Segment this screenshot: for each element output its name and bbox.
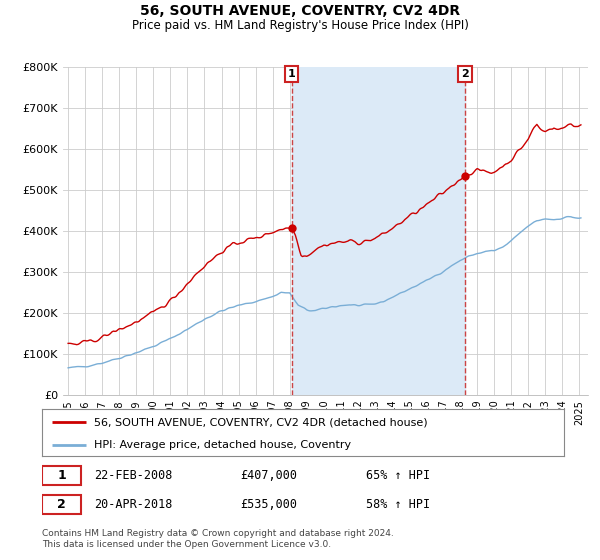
- Bar: [292, 67, 465, 395]
- Text: 2: 2: [461, 69, 469, 79]
- Text: 56, SOUTH AVENUE, COVENTRY, CV2 4DR (detached house): 56, SOUTH AVENUE, COVENTRY, CV2 4DR (det…: [94, 417, 428, 427]
- Text: 2: 2: [57, 498, 66, 511]
- FancyBboxPatch shape: [42, 494, 81, 514]
- Text: HPI: Average price, detached house, Coventry: HPI: Average price, detached house, Cove…: [94, 440, 352, 450]
- Text: 1: 1: [288, 69, 296, 79]
- Text: 1: 1: [57, 469, 66, 482]
- Text: Price paid vs. HM Land Registry's House Price Index (HPI): Price paid vs. HM Land Registry's House …: [131, 19, 469, 32]
- Text: 65% ↑ HPI: 65% ↑ HPI: [365, 469, 430, 482]
- Text: 58% ↑ HPI: 58% ↑ HPI: [365, 498, 430, 511]
- Text: 56, SOUTH AVENUE, COVENTRY, CV2 4DR: 56, SOUTH AVENUE, COVENTRY, CV2 4DR: [140, 4, 460, 18]
- Text: £407,000: £407,000: [241, 469, 298, 482]
- Text: 20-APR-2018: 20-APR-2018: [94, 498, 173, 511]
- FancyBboxPatch shape: [42, 466, 81, 485]
- Text: Contains HM Land Registry data © Crown copyright and database right 2024.
This d: Contains HM Land Registry data © Crown c…: [42, 529, 394, 549]
- Text: £535,000: £535,000: [241, 498, 298, 511]
- Text: 22-FEB-2008: 22-FEB-2008: [94, 469, 173, 482]
